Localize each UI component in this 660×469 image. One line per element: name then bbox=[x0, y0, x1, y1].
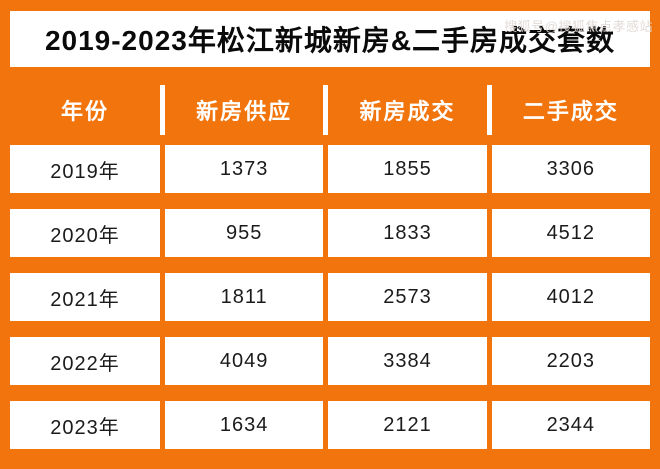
table-body: 2019年 1373 1855 3306 2020年 955 1833 4512… bbox=[10, 145, 650, 449]
table-row: 2019年 1373 1855 3306 bbox=[10, 145, 650, 193]
value-cell: 1811 bbox=[165, 273, 324, 321]
table-header-row: 年份 新房供应 新房成交 二手成交 bbox=[10, 85, 650, 135]
year-cell: 2019年 bbox=[10, 145, 160, 193]
value-cell: 3384 bbox=[328, 337, 487, 385]
value-cell: 955 bbox=[165, 209, 324, 257]
table-row: 2021年 1811 2573 4012 bbox=[10, 273, 650, 321]
column-header-new-supply: 新房供应 bbox=[165, 85, 324, 135]
value-cell: 4512 bbox=[491, 209, 650, 257]
value-cell: 2344 bbox=[491, 401, 650, 449]
value-cell: 4012 bbox=[491, 273, 650, 321]
table-row: 2022年 4049 3384 2203 bbox=[10, 337, 650, 385]
value-cell: 2573 bbox=[328, 273, 487, 321]
value-cell: 1855 bbox=[328, 145, 487, 193]
value-cell: 1634 bbox=[165, 401, 324, 449]
value-cell: 1373 bbox=[165, 145, 324, 193]
value-cell: 3306 bbox=[491, 145, 650, 193]
page-title: 2019-2023年松江新城新房&二手房成交套数 bbox=[10, 11, 650, 67]
value-cell: 1833 bbox=[328, 209, 487, 257]
column-header-resale: 二手成交 bbox=[491, 85, 650, 135]
year-cell: 2022年 bbox=[10, 337, 160, 385]
value-cell: 2203 bbox=[491, 337, 650, 385]
table-row: 2020年 955 1833 4512 bbox=[10, 209, 650, 257]
year-cell: 2021年 bbox=[10, 273, 160, 321]
value-cell: 4049 bbox=[165, 337, 324, 385]
watermark: 搜狐号@搜狐焦点孝感站 bbox=[504, 19, 653, 34]
year-cell: 2023年 bbox=[10, 401, 160, 449]
column-header-new-sold: 新房成交 bbox=[328, 85, 487, 135]
column-header-year: 年份 bbox=[10, 85, 160, 135]
table-row: 2023年 1634 2121 2344 bbox=[10, 401, 650, 449]
year-cell: 2020年 bbox=[10, 209, 160, 257]
value-cell: 2121 bbox=[328, 401, 487, 449]
